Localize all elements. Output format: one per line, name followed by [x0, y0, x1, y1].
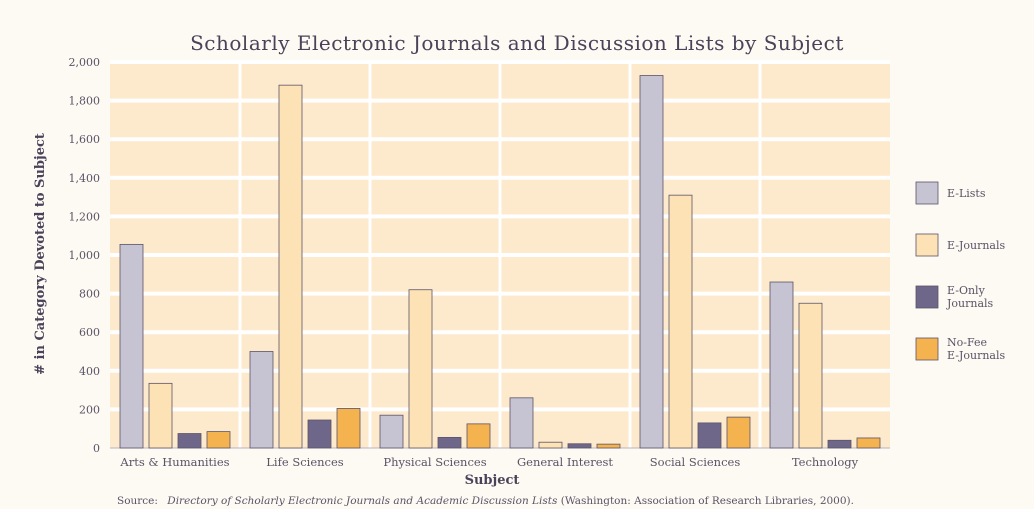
x-category-label: Technology [792, 455, 859, 469]
legend-label: No-Fee E-Journals [947, 336, 1005, 362]
bar [726, 416, 751, 449]
bar [278, 84, 303, 449]
bar [697, 422, 722, 449]
bar [567, 443, 592, 449]
y-tick-label: 0 [93, 442, 100, 455]
y-tick-label: 2,000 [69, 56, 101, 69]
legend-swatch [915, 285, 939, 309]
x-category-label: Life Sciences [266, 455, 343, 469]
source-note: Source: Directory of Scholarly Electroni… [117, 495, 854, 507]
legend-label: E-Journals [947, 239, 1005, 252]
source-publisher: (Washington: Association of Research Lib… [561, 495, 854, 507]
bars [119, 75, 881, 449]
x-category-label: Social Sciences [650, 455, 741, 469]
bar [856, 437, 881, 449]
legend-label: E-Lists [947, 187, 986, 200]
bar [206, 431, 231, 449]
x-category-label: Physical Sciences [383, 455, 486, 469]
x-category-label: Arts & Humanities [119, 455, 229, 469]
bar [798, 302, 823, 449]
y-axis: 0 200 400 600 800 1,000 1,200 1,400 1,600 1,800 2,… [69, 56, 101, 455]
source-label: Source: [117, 495, 158, 507]
bar [509, 397, 534, 449]
y-tick-label: 1,200 [69, 210, 101, 223]
bar [639, 75, 664, 449]
plot-area [110, 60, 890, 449]
bar [148, 382, 173, 449]
x-axis-title: Subject [465, 473, 520, 488]
y-tick-label: 1,600 [69, 133, 101, 146]
legend: E-Lists E-Journals E-Only Journals No-Fee E-J… [915, 181, 1005, 362]
legend-swatch [915, 233, 939, 257]
bar [336, 408, 361, 449]
bar [307, 419, 332, 449]
y-tick-label: 1,400 [69, 172, 101, 185]
bar [596, 443, 621, 449]
bar [668, 194, 693, 449]
legend-swatch [915, 337, 939, 361]
bar [249, 351, 274, 449]
chart-title: Scholarly Electronic Journals and Discus… [190, 31, 844, 55]
bar [769, 281, 794, 449]
source-title: Directory of Scholarly Electronic Journa… [166, 495, 558, 507]
bar [437, 436, 462, 449]
y-tick-label: 800 [79, 288, 100, 301]
y-axis-title: # in Category Devoted to Subject [33, 133, 48, 375]
bar [379, 414, 404, 449]
y-tick-label: 600 [79, 326, 100, 339]
bar [538, 441, 563, 449]
y-tick-label: 400 [79, 365, 100, 378]
x-axis: Arts & Humanities Life Sciences Physical S… [119, 455, 858, 469]
y-tick-label: 200 [79, 403, 100, 416]
y-tick-label: 1,800 [69, 95, 101, 108]
bar [408, 289, 433, 449]
legend-swatch [915, 181, 939, 205]
legend-label: E-Only Journals [946, 284, 994, 310]
bar [177, 433, 202, 449]
bar [119, 243, 144, 449]
bar [827, 439, 852, 449]
y-tick-label: 1,000 [69, 249, 101, 262]
x-category-label: General Interest [517, 455, 613, 469]
bar [466, 423, 491, 449]
